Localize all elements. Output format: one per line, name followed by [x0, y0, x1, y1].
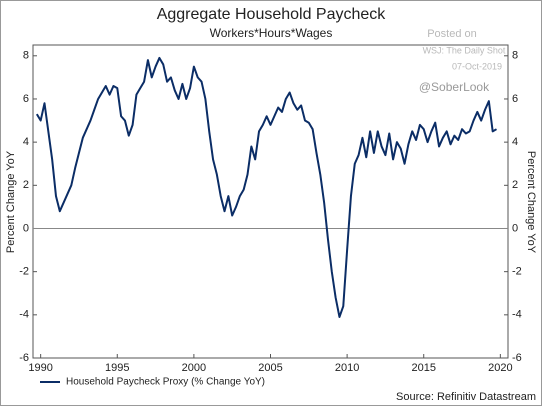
y-tick-label: -4 — [19, 309, 29, 321]
x-tick-label: 1995 — [105, 362, 129, 374]
y-tick-label-right: 8 — [512, 50, 518, 62]
watermark: 07-Oct-2019 — [452, 61, 502, 71]
y-tick-label: 6 — [23, 93, 29, 105]
legend-label: Household Paycheck Proxy (% Change YoY) — [66, 377, 265, 388]
x-tick-label: 2020 — [488, 362, 512, 374]
y-tick-label: 0 — [23, 222, 29, 234]
watermark: Posted on — [427, 28, 477, 40]
y-tick-label: 8 — [23, 50, 29, 62]
y-tick-label-right: 2 — [512, 179, 518, 191]
chart-subtitle: Workers*Hours*Wages — [210, 26, 333, 40]
y-axis-label: Percent Change YoY — [5, 150, 17, 253]
y-tick-label-right: -4 — [512, 309, 522, 321]
y-tick-label: -2 — [19, 266, 29, 278]
x-tick-label: 1990 — [28, 362, 52, 374]
watermark: WSJ: The Daily Shot — [423, 45, 506, 55]
x-tick-label: 2000 — [182, 362, 206, 374]
y-axis-label-right: Percent Change YoY — [525, 151, 537, 254]
y-tick-label: 4 — [23, 136, 29, 148]
x-tick-label: 2005 — [258, 362, 282, 374]
y-tick-label: 2 — [23, 179, 29, 191]
y-tick-label-right: -6 — [512, 352, 522, 364]
data-line — [35, 56, 497, 318]
y-tick-label-right: -2 — [512, 266, 522, 278]
chart-title: Aggregate Household Paycheck — [157, 6, 387, 23]
y-tick-label: -6 — [19, 352, 29, 364]
y-tick-label-right: 0 — [512, 222, 518, 234]
y-tick-label-right: 6 — [512, 93, 518, 105]
y-tick-label-right: 4 — [512, 136, 518, 148]
x-tick-label: 2010 — [335, 362, 359, 374]
source-note: Source: Refinitiv Datastream — [396, 391, 536, 403]
x-tick-label: 2015 — [411, 362, 435, 374]
watermark: @SoberLook — [419, 80, 490, 94]
